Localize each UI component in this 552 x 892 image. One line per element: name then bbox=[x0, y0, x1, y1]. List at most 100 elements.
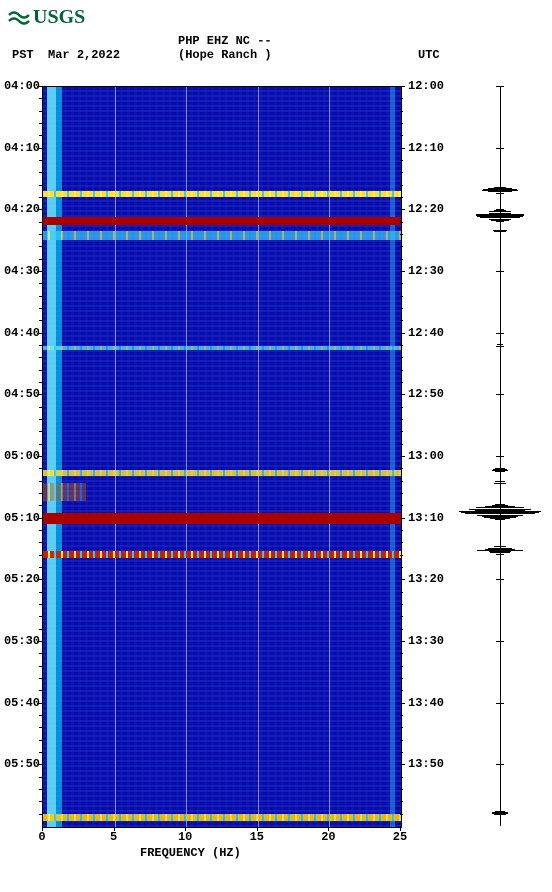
tick bbox=[37, 209, 42, 210]
minor-tick bbox=[39, 160, 42, 161]
minor-tick bbox=[400, 616, 403, 617]
minor-tick bbox=[39, 185, 42, 186]
minor-tick bbox=[400, 259, 403, 260]
minor-tick bbox=[39, 382, 42, 383]
minor-tick bbox=[39, 407, 42, 408]
minor-tick bbox=[400, 296, 403, 297]
minor-tick bbox=[39, 320, 42, 321]
freq-noise-column bbox=[56, 87, 62, 827]
minor-tick bbox=[39, 259, 42, 260]
seis-tick bbox=[496, 579, 504, 580]
minor-tick bbox=[39, 505, 42, 506]
minor-tick bbox=[39, 801, 42, 802]
minor-tick bbox=[400, 604, 403, 605]
minor-tick bbox=[39, 111, 42, 112]
minor-tick bbox=[39, 419, 42, 420]
tick bbox=[37, 271, 42, 272]
y-tick-label-left: 04:00 bbox=[2, 79, 40, 93]
minor-tick bbox=[39, 789, 42, 790]
tick bbox=[400, 271, 405, 272]
y-tick-label-right: 12:20 bbox=[408, 202, 448, 216]
minor-tick bbox=[400, 407, 403, 408]
spectrogram-plot bbox=[42, 86, 402, 828]
minor-tick bbox=[400, 370, 403, 371]
minor-tick bbox=[39, 690, 42, 691]
y-tick-label-right: 13:20 bbox=[408, 572, 448, 586]
minor-tick bbox=[400, 777, 403, 778]
tick bbox=[400, 333, 405, 334]
minor-tick bbox=[39, 616, 42, 617]
minor-tick bbox=[39, 234, 42, 235]
tz-right-label: UTC bbox=[418, 48, 440, 62]
minor-tick bbox=[39, 431, 42, 432]
seis-burst-line bbox=[496, 193, 504, 194]
x-tick-label: 20 bbox=[308, 830, 348, 844]
seis-burst-line bbox=[494, 483, 507, 484]
minor-tick bbox=[400, 222, 403, 223]
spectrogram-event-band bbox=[43, 346, 401, 350]
y-tick-label-right: 13:00 bbox=[408, 449, 448, 463]
y-tick-label-left: 05:50 bbox=[2, 757, 40, 771]
minor-tick bbox=[39, 666, 42, 667]
minor-tick bbox=[400, 678, 403, 679]
minor-tick bbox=[400, 444, 403, 445]
spectrogram-event-band bbox=[43, 217, 401, 225]
tick bbox=[37, 641, 42, 642]
minor-tick bbox=[39, 172, 42, 173]
tick bbox=[400, 579, 405, 580]
minor-tick bbox=[39, 653, 42, 654]
minor-tick bbox=[39, 777, 42, 778]
minor-tick bbox=[39, 296, 42, 297]
minor-tick bbox=[39, 629, 42, 630]
y-tick-label-right: 12:40 bbox=[408, 326, 448, 340]
grid-line bbox=[258, 87, 259, 827]
minor-tick bbox=[400, 320, 403, 321]
minor-tick bbox=[39, 592, 42, 593]
minor-tick bbox=[39, 715, 42, 716]
tick bbox=[37, 394, 42, 395]
minor-tick bbox=[400, 197, 403, 198]
seis-tick bbox=[496, 333, 504, 334]
minor-tick bbox=[400, 234, 403, 235]
minor-tick bbox=[400, 419, 403, 420]
minor-tick bbox=[400, 789, 403, 790]
minor-tick bbox=[400, 246, 403, 247]
y-tick-label-right: 12:10 bbox=[408, 141, 448, 155]
minor-tick bbox=[39, 542, 42, 543]
y-tick-label-right: 13:40 bbox=[408, 696, 448, 710]
minor-tick bbox=[400, 468, 403, 469]
minor-tick bbox=[400, 111, 403, 112]
minor-tick bbox=[400, 740, 403, 741]
seis-tick bbox=[496, 764, 504, 765]
minor-tick bbox=[400, 727, 403, 728]
minor-tick bbox=[400, 505, 403, 506]
tick bbox=[400, 764, 405, 765]
tick bbox=[37, 456, 42, 457]
minor-tick bbox=[400, 814, 403, 815]
seis-burst-line bbox=[496, 221, 505, 222]
x-axis-title: FREQUENCY (HZ) bbox=[140, 846, 241, 860]
minor-tick bbox=[39, 197, 42, 198]
tick bbox=[37, 703, 42, 704]
minor-tick bbox=[400, 98, 403, 99]
x-tick-label: 10 bbox=[165, 830, 205, 844]
x-tick-label: 15 bbox=[237, 830, 277, 844]
seismogram-trace bbox=[452, 86, 548, 826]
minor-tick bbox=[400, 690, 403, 691]
spectrogram-event-band bbox=[43, 513, 401, 525]
freq-noise-column bbox=[47, 87, 56, 827]
y-tick-label-left: 05:40 bbox=[2, 696, 40, 710]
minor-tick bbox=[400, 160, 403, 161]
tick bbox=[400, 148, 405, 149]
y-tick-label-right: 13:30 bbox=[408, 634, 448, 648]
minor-tick bbox=[400, 567, 403, 568]
minor-tick bbox=[39, 555, 42, 556]
minor-tick bbox=[400, 172, 403, 173]
seis-burst-line bbox=[495, 471, 505, 472]
minor-tick bbox=[39, 604, 42, 605]
minor-tick bbox=[39, 308, 42, 309]
y-tick-label-right: 12:30 bbox=[408, 264, 448, 278]
station-name: (Hope Ranch ) bbox=[178, 48, 272, 62]
spectrogram-event-band bbox=[43, 483, 86, 502]
minor-tick bbox=[39, 481, 42, 482]
